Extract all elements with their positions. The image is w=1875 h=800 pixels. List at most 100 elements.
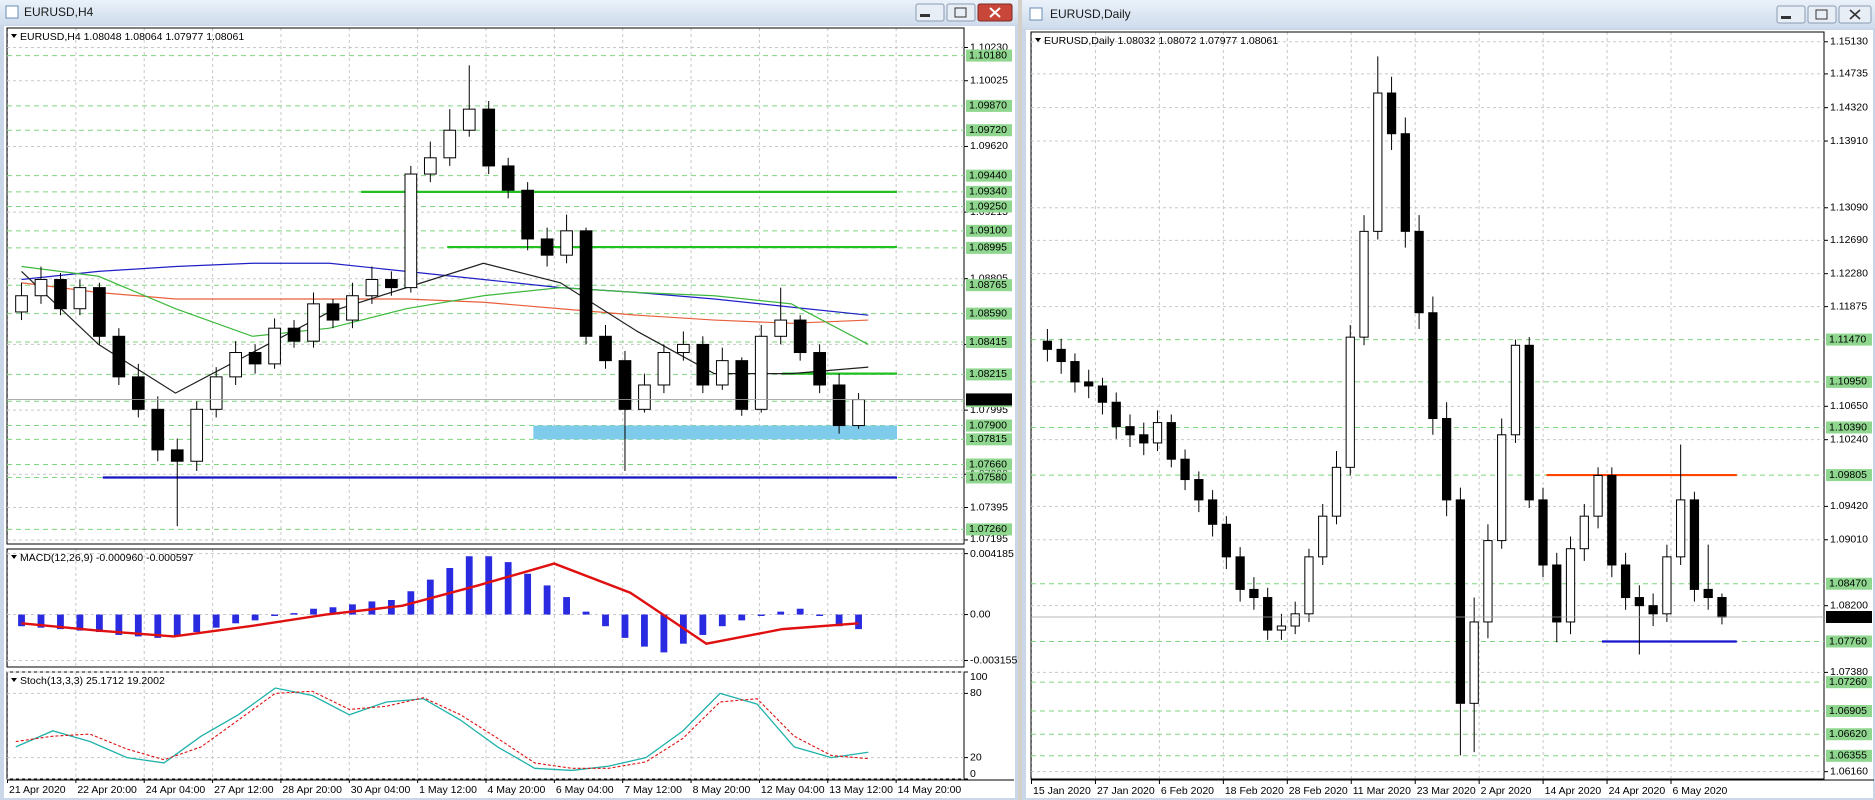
y-tick-label: 80	[970, 687, 982, 699]
level-label-box	[1826, 469, 1872, 482]
candle-body	[1373, 92, 1383, 232]
candle-body	[443, 129, 457, 159]
y-tick-label: 1.13090	[1830, 202, 1868, 214]
minimize-button[interactable]	[1776, 5, 1806, 24]
panel-header: Stoch(13,3,3) 25.1712 19.2002	[20, 675, 165, 687]
candle-body	[696, 343, 710, 386]
level-label-box	[1826, 577, 1872, 590]
title-bar	[1022, 0, 1875, 28]
candle-body	[1111, 401, 1121, 428]
candle-body	[1194, 479, 1204, 501]
time-label: 14 May 20:00	[898, 784, 962, 796]
moving-average	[21, 282, 869, 324]
y-tick-label: 0	[970, 768, 976, 780]
header-marker	[11, 34, 17, 38]
candle-body	[618, 360, 632, 410]
level-label-box	[966, 279, 1012, 292]
candle-body	[1331, 466, 1342, 517]
level-label-box	[966, 471, 1012, 484]
candle-body	[34, 279, 48, 297]
candle-body	[1634, 597, 1644, 607]
candle-body	[1483, 540, 1493, 623]
candle-body	[1593, 474, 1603, 517]
candle-body	[1097, 385, 1108, 403]
level-label: 1.09440	[969, 169, 1007, 181]
window-daily: EURUSD,Daily	[1022, 0, 1875, 800]
level-label: 1.10390	[1829, 421, 1867, 433]
level-label: 1.09100	[969, 225, 1007, 237]
time-label: 6 May 04:00	[556, 784, 614, 796]
y-tick-label: 1.08200	[1830, 599, 1868, 611]
candle-body	[1166, 422, 1176, 460]
candle-body	[677, 343, 690, 354]
candle-body	[268, 327, 281, 365]
level-label: 1.08590	[969, 307, 1007, 319]
candle-body	[813, 352, 826, 386]
level-label-box	[966, 433, 1012, 446]
candle-body	[1676, 499, 1686, 558]
time-label: 27 Apr 12:00	[214, 784, 274, 796]
level-label: 1.08215	[969, 368, 1007, 380]
candle-body	[1180, 458, 1190, 481]
candle-body	[93, 287, 106, 337]
window-icon	[5, 5, 19, 19]
candle-body	[1070, 361, 1080, 383]
candle-body	[385, 279, 398, 289]
window-h4: EURUSD,H4	[0, 0, 1018, 800]
time-label: 27 Jan 2020	[1097, 785, 1155, 797]
close-icon	[989, 7, 1001, 18]
candle-body	[190, 408, 204, 462]
level-label: 1.08470	[1829, 577, 1867, 589]
y-tick-label: 1.15130	[1830, 36, 1868, 48]
level-label: 1.09250	[969, 200, 1007, 212]
time-label: 30 Apr 04:00	[351, 784, 411, 796]
time-label: 6 Feb 2020	[1161, 785, 1214, 797]
level-label-box	[1826, 705, 1872, 718]
restore-button[interactable]	[946, 3, 976, 22]
last-price-box	[1826, 610, 1872, 623]
y-tick-label: 1.12690	[1830, 234, 1868, 246]
candle-body	[1648, 605, 1658, 615]
candle-body	[346, 295, 359, 321]
level-label-box	[1826, 635, 1872, 648]
level-label: 1.07760	[1829, 635, 1867, 647]
y-tick-label: 1.14320	[1830, 101, 1868, 113]
y-tick-label: -0.003155	[970, 654, 1017, 666]
restore-button[interactable]	[1807, 5, 1837, 24]
stoch-signal	[15, 690, 869, 769]
candle-body	[1441, 418, 1452, 501]
candle-body	[1276, 625, 1287, 631]
candle-body	[1524, 344, 1534, 501]
candle-body	[774, 319, 788, 337]
candle-body	[521, 189, 534, 240]
y-tick-label: 1.13910	[1830, 135, 1868, 147]
level-label-box	[966, 419, 1012, 432]
level-label: 1.06905	[1829, 705, 1867, 717]
time-label: 7 May 12:00	[624, 784, 682, 796]
candle-body	[1235, 556, 1245, 590]
candle-body	[1469, 621, 1479, 704]
candle-body	[1703, 588, 1713, 599]
time-label: 2 Apr 2020	[1481, 785, 1532, 797]
candle-body	[54, 279, 67, 310]
y-tick-label: 1.07395	[970, 501, 1008, 513]
minimize-button[interactable]	[915, 3, 945, 22]
candle-body	[852, 399, 865, 427]
level-label: 1.10180	[969, 49, 1007, 61]
level-label-box	[966, 200, 1012, 213]
close-icon	[1849, 9, 1861, 20]
candle-body	[793, 319, 807, 354]
level-label-box	[966, 124, 1012, 137]
panel-frame	[6, 27, 965, 545]
level-label: 1.09805	[1829, 469, 1867, 481]
candle-body	[638, 384, 651, 410]
level-label: 1.10950	[1829, 376, 1867, 388]
title-bar	[0, 0, 1018, 25]
candle-body	[1318, 515, 1328, 558]
candle-body	[1717, 597, 1727, 618]
time-label: 18 Feb 2020	[1225, 785, 1284, 797]
candle-body	[151, 408, 165, 451]
y-tick-label: 1.09620	[970, 140, 1008, 152]
panel-frame	[6, 671, 965, 780]
